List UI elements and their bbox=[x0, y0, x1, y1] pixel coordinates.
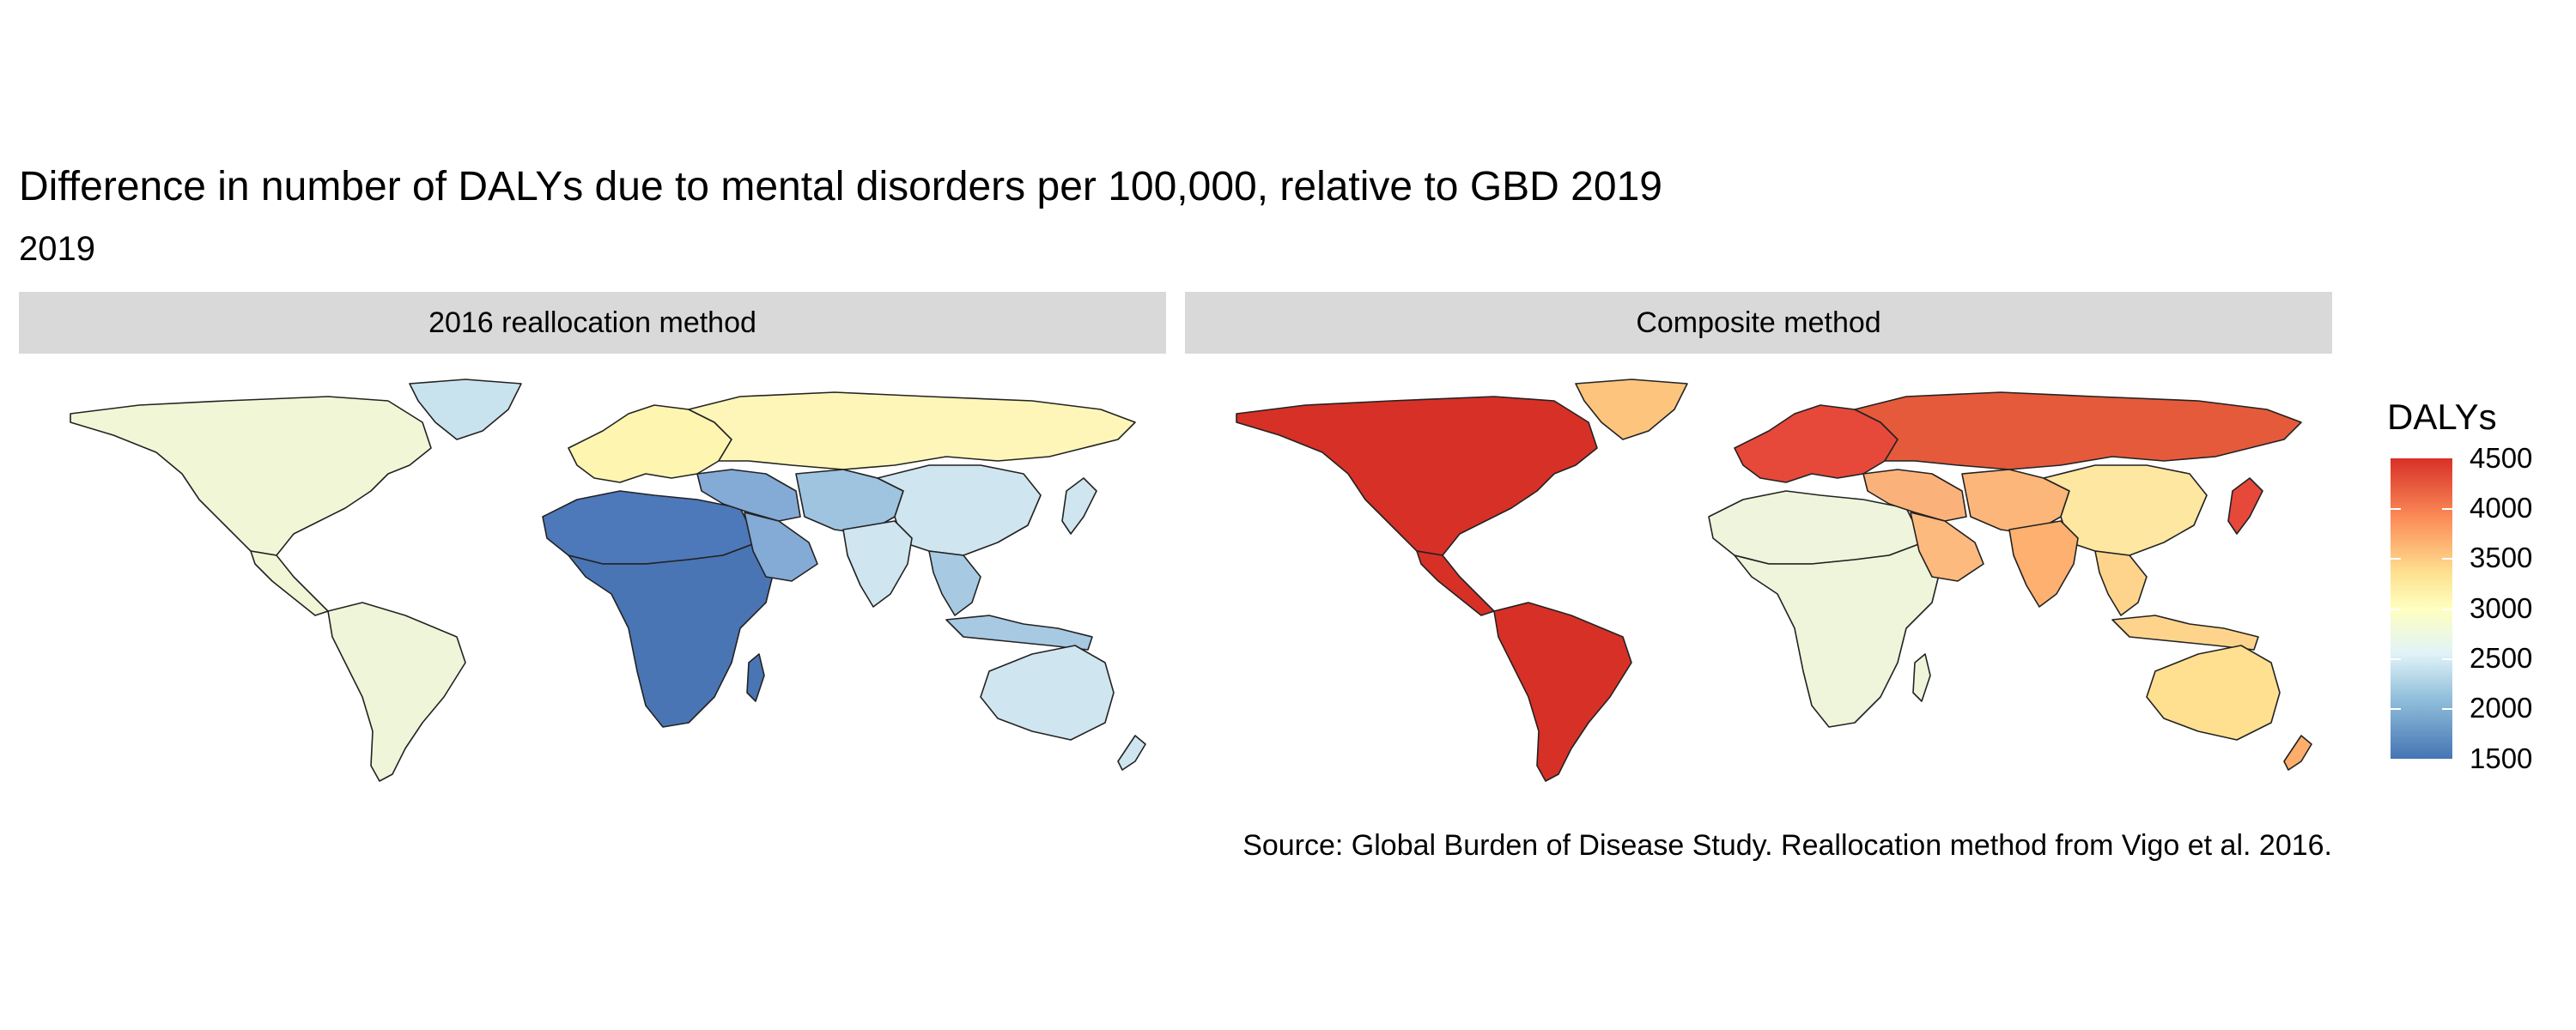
legend-tick-mark bbox=[2442, 708, 2452, 710]
legend-tick-2000: 2000 bbox=[2470, 692, 2533, 724]
region-middle-east bbox=[1862, 469, 1967, 522]
region-southeast-asia bbox=[928, 550, 981, 616]
legend-body: 4500 4000 3500 3000 2500 2000 1500 bbox=[2387, 442, 2559, 774]
region-north-america bbox=[70, 396, 432, 556]
region-southeast-asia bbox=[2094, 550, 2148, 616]
legend-tick-1500: 1500 bbox=[2470, 742, 2533, 774]
region-japan bbox=[2227, 477, 2263, 535]
region-india bbox=[842, 520, 913, 608]
region-arabia bbox=[1910, 512, 1984, 582]
region-china bbox=[2043, 464, 2208, 556]
legend-title: DALYs bbox=[2387, 397, 2497, 437]
region-australia bbox=[2146, 645, 2281, 741]
legend-tick-3500: 3500 bbox=[2470, 542, 2533, 573]
legend-tick-mark bbox=[2442, 609, 2452, 610]
region-new-zealand bbox=[1117, 735, 1146, 771]
region-central-america bbox=[1416, 550, 1495, 616]
region-south-america bbox=[327, 602, 466, 782]
region-china bbox=[877, 464, 1042, 556]
chart-subtitle: 2019 bbox=[19, 230, 95, 268]
facet-label-composite: Composite method bbox=[1636, 306, 1881, 339]
region-middle-east bbox=[696, 469, 801, 522]
region-japan bbox=[1061, 477, 1097, 535]
region-south-america bbox=[1493, 602, 1632, 782]
region-russia bbox=[688, 391, 1136, 470]
legend-tick-mark bbox=[2391, 558, 2401, 560]
legend-tick-mark bbox=[2442, 508, 2452, 510]
region-indonesia bbox=[2111, 615, 2259, 651]
region-australia bbox=[980, 645, 1115, 741]
legend-tick-mark bbox=[2391, 508, 2401, 510]
region-greenland bbox=[409, 379, 522, 440]
legend-tick-4500: 4500 bbox=[2470, 442, 2533, 474]
legend-tick-mark bbox=[2391, 609, 2401, 610]
region-central-america bbox=[250, 550, 329, 616]
facet-strip-composite: Composite method bbox=[1185, 292, 2332, 354]
region-india bbox=[2008, 520, 2079, 608]
world-map-composite bbox=[1236, 379, 2312, 782]
world-map-reallocation bbox=[70, 379, 1146, 782]
region-greenland bbox=[1575, 379, 1688, 440]
legend-tick-4000: 4000 bbox=[2470, 492, 2533, 524]
legend-tick-3000: 3000 bbox=[2470, 592, 2533, 624]
color-legend: DALYs 4500 4000 3500 3000 2500 2000 1500 bbox=[2387, 397, 2559, 774]
legend-tick-mark bbox=[2442, 558, 2452, 560]
region-madagascar bbox=[1912, 653, 1931, 702]
legend-tick-mark bbox=[2391, 658, 2401, 660]
region-arabia bbox=[744, 512, 818, 582]
region-indonesia bbox=[945, 615, 1093, 651]
region-madagascar bbox=[746, 653, 765, 702]
region-sub-saharan-africa bbox=[568, 542, 775, 728]
chart-title: Difference in number of DALYs due to men… bbox=[19, 164, 1662, 209]
facet-label-reallocation: 2016 reallocation method bbox=[428, 306, 756, 339]
region-north-america bbox=[1236, 396, 1598, 556]
map-panel-reallocation bbox=[19, 371, 1166, 800]
legend-tick-mark bbox=[2442, 658, 2452, 660]
map-panel-composite bbox=[1185, 371, 2332, 800]
legend-tick-2500: 2500 bbox=[2470, 642, 2533, 674]
source-caption: Source: Global Burden of Disease Study. … bbox=[1242, 829, 2332, 862]
region-sub-saharan-africa bbox=[1734, 542, 1941, 728]
facet-strip-reallocation: 2016 reallocation method bbox=[19, 292, 1166, 354]
legend-tick-mark bbox=[2391, 708, 2401, 710]
region-russia bbox=[1854, 391, 2302, 470]
region-new-zealand bbox=[2283, 735, 2312, 771]
